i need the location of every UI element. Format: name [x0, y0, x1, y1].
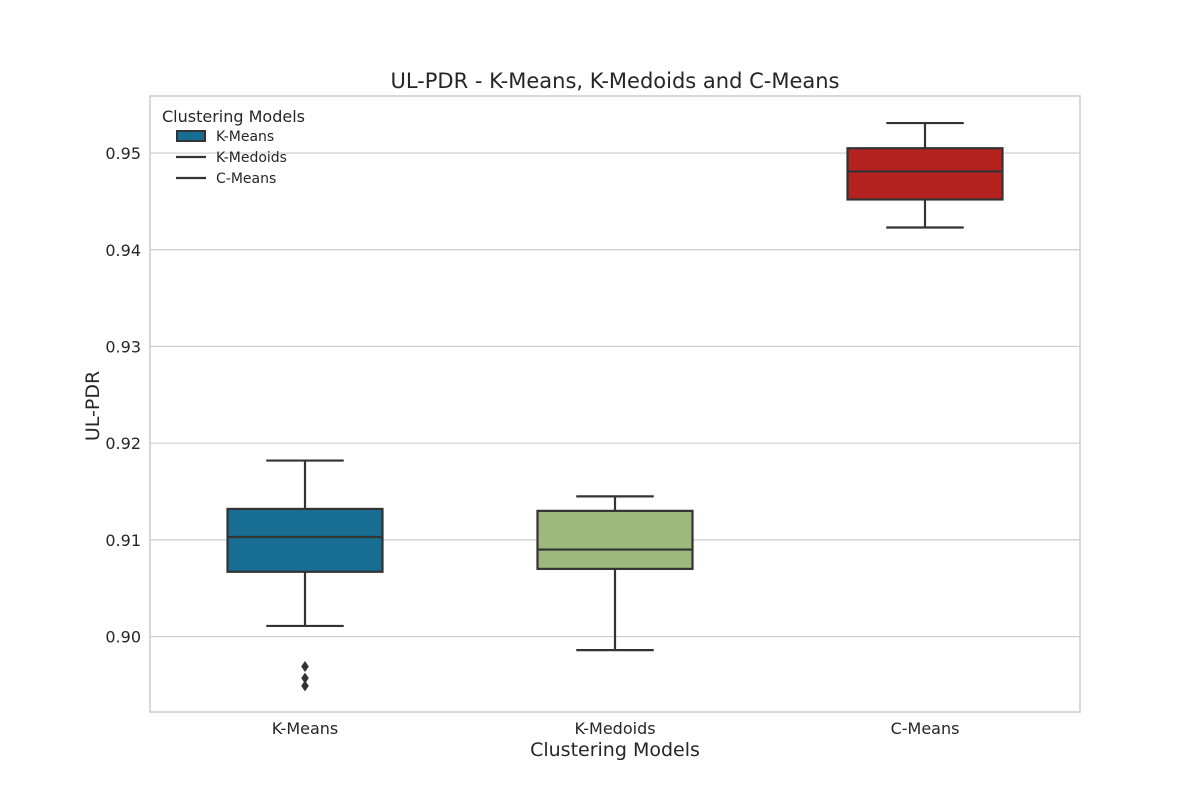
- outlier-point: [301, 661, 309, 673]
- x-tick-label: C-Means: [891, 719, 960, 738]
- iqr-box: [226, 507, 384, 573]
- y-tick-label: 0.94: [105, 241, 141, 260]
- y-tick-label: 0.95: [105, 144, 141, 163]
- x-axis-label: Clustering Models: [530, 739, 700, 761]
- outlier-point: [301, 672, 309, 684]
- box-group: [226, 121, 1004, 692]
- outlier-point: [301, 680, 309, 692]
- legend-label: K-Means: [216, 129, 274, 145]
- y-tick-label: 0.90: [105, 628, 141, 647]
- iqr-box: [536, 509, 694, 570]
- box-k-medoids: [536, 495, 694, 652]
- x-tick-label: K-Medoids: [574, 719, 655, 738]
- x-tick-labels: K-Means K-Medoids C-Means: [272, 719, 960, 738]
- y-tick-label: 0.92: [105, 434, 141, 453]
- y-axis-label: UL-PDR: [82, 371, 104, 441]
- y-tick-label: 0.91: [105, 531, 141, 550]
- y-tick-label: 0.93: [105, 337, 141, 356]
- box-k-means: [226, 459, 384, 692]
- box-c-means: [846, 121, 1004, 229]
- chart-title: UL-PDR - K-Means, K-Medoids and C-Means: [390, 69, 839, 93]
- y-tick-labels: 0.90 0.91 0.92 0.93 0.94 0.95: [105, 144, 141, 647]
- plot-area-frame: [149, 95, 1081, 713]
- legend-label: C-Means: [216, 171, 276, 187]
- legend: Clustering Models K-Means K-Medoids C-Mean…: [162, 107, 305, 187]
- legend-label: K-Medoids: [216, 150, 287, 166]
- legend-title: Clustering Models: [162, 107, 305, 126]
- iqr-box: [846, 147, 1004, 201]
- x-tick-label: K-Means: [272, 719, 339, 738]
- legend-swatch: [176, 130, 206, 142]
